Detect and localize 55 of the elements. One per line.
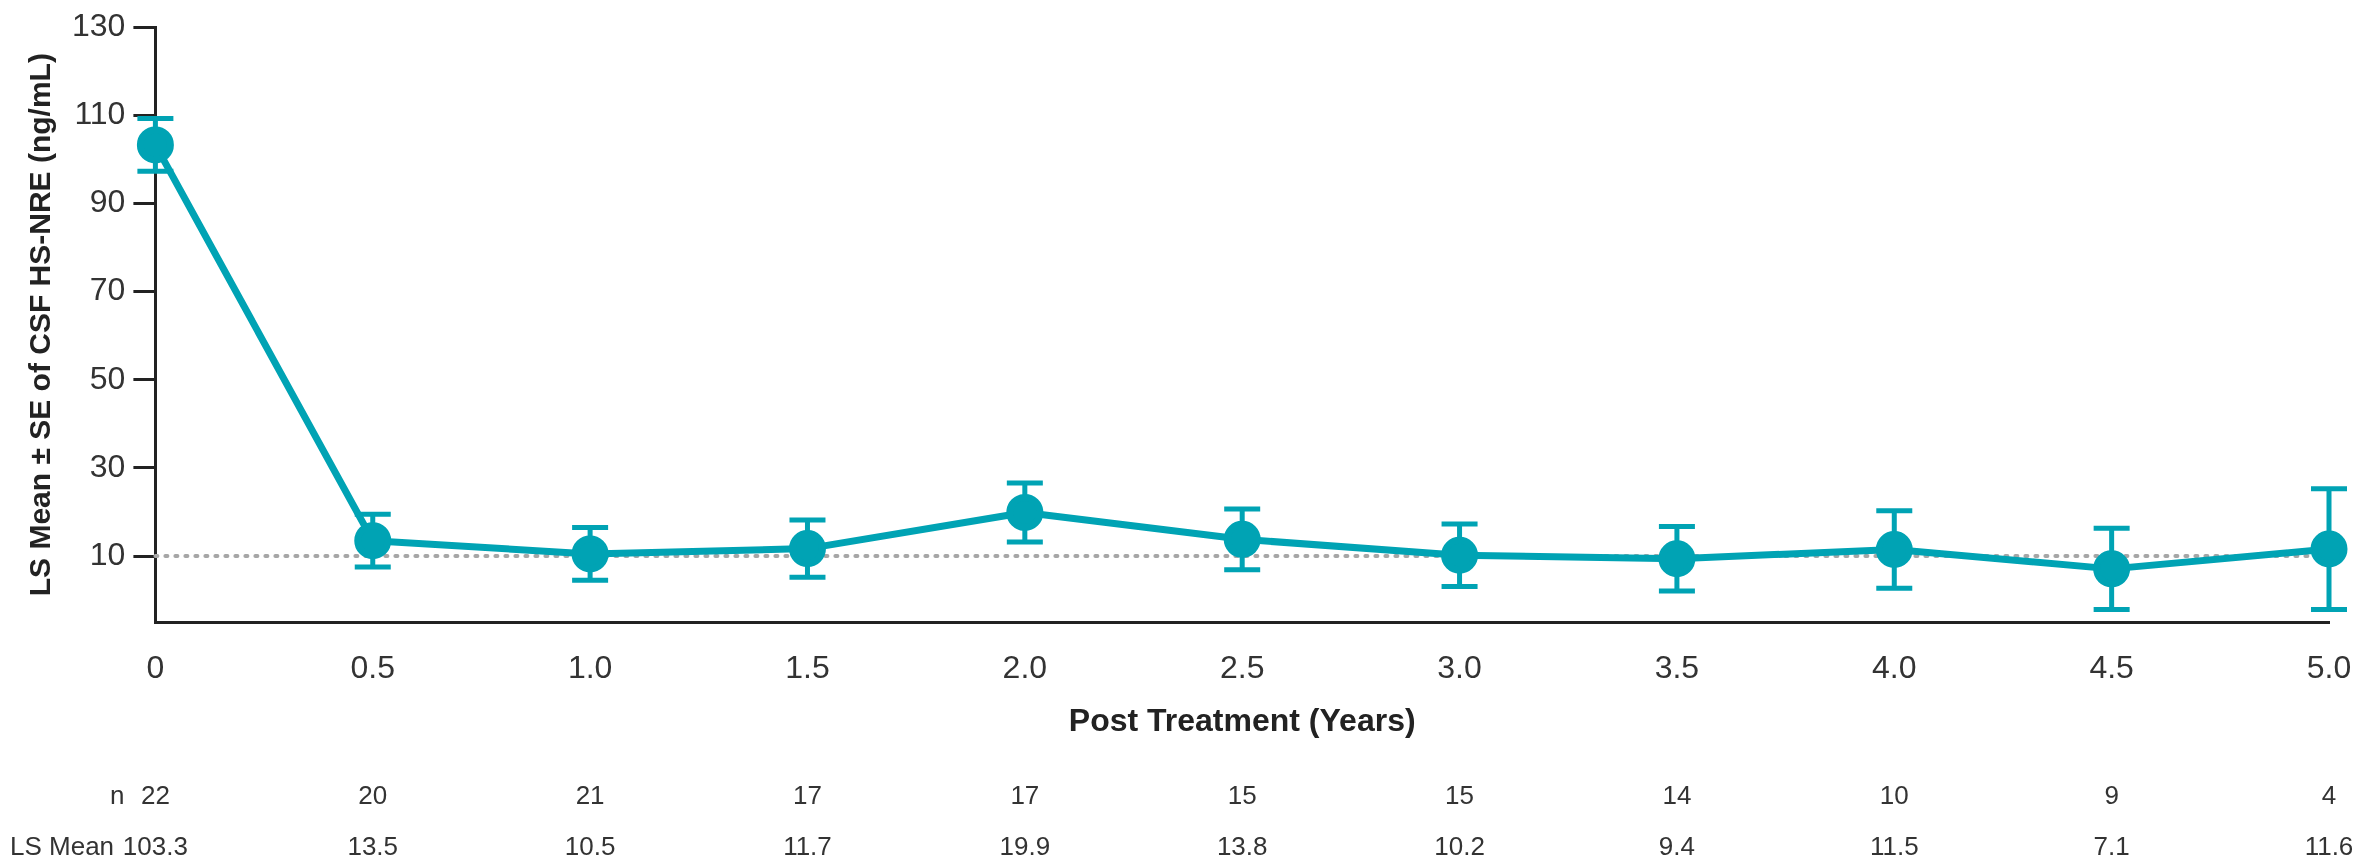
point bbox=[2310, 530, 2348, 568]
text: 22 bbox=[140, 780, 170, 811]
data-label: 103.3 bbox=[122, 831, 188, 862]
point bbox=[2093, 550, 2131, 588]
data-label: 11.5 bbox=[1869, 831, 1919, 862]
y-tick-label: 110 bbox=[74, 95, 126, 132]
y-tick-label: 70 bbox=[89, 271, 126, 308]
point bbox=[571, 535, 609, 573]
point bbox=[1223, 520, 1261, 558]
x-tick-label: 1.0 bbox=[567, 649, 613, 686]
point bbox=[1658, 540, 1696, 578]
y-tick-label: 30 bbox=[89, 447, 126, 484]
data-label: 7.1 bbox=[2093, 831, 2130, 862]
y-tick-label: 130 bbox=[72, 7, 126, 44]
y-tick-label: 90 bbox=[89, 183, 126, 220]
text: LS Mean bbox=[10, 831, 115, 862]
x-axis-title: Post Treatment (Years) bbox=[1068, 701, 1416, 738]
text: n bbox=[110, 780, 125, 811]
text: 10 bbox=[1879, 780, 1909, 811]
text: 17 bbox=[1010, 780, 1040, 811]
data-label: 13.8 bbox=[1216, 831, 1268, 862]
point bbox=[354, 522, 392, 560]
text: 21 bbox=[575, 780, 605, 811]
data-label: 11.7 bbox=[783, 831, 832, 862]
point bbox=[1006, 493, 1044, 531]
x-tick-label: 0 bbox=[146, 649, 165, 686]
data-label: 13.5 bbox=[347, 831, 399, 862]
x-tick-label: 4.0 bbox=[1872, 649, 1917, 686]
x-tick-label: 1.5 bbox=[785, 649, 830, 686]
y-tick-label: 10 bbox=[89, 535, 126, 572]
data-label: 10.5 bbox=[564, 831, 616, 862]
text: 4 bbox=[2321, 780, 2337, 811]
text: 9 bbox=[2104, 780, 2119, 811]
x-tick-label: 3.5 bbox=[1654, 649, 1700, 686]
text: 20 bbox=[358, 780, 388, 811]
text: 15 bbox=[1227, 780, 1257, 811]
x-tick-label: 2.0 bbox=[1002, 649, 1048, 686]
text: 15 bbox=[1445, 780, 1475, 811]
point bbox=[1441, 536, 1479, 574]
data-label: 9.4 bbox=[1658, 831, 1695, 862]
x-tick-label: 5.0 bbox=[2306, 649, 2352, 686]
data-label: 19.9 bbox=[999, 831, 1051, 862]
point bbox=[136, 126, 174, 164]
text: 17 bbox=[793, 780, 822, 811]
point bbox=[1875, 530, 1913, 568]
text: 14 bbox=[1662, 780, 1692, 811]
point bbox=[788, 530, 826, 568]
x-tick-label: 0.5 bbox=[350, 649, 395, 686]
y-tick-label: 50 bbox=[89, 359, 126, 396]
x-tick-label: 3.0 bbox=[1437, 649, 1482, 686]
y-axis-title: LS Mean ± SE of CSF HS-NRE (ng/mL) bbox=[23, 53, 57, 597]
data-label: 10.2 bbox=[1434, 831, 1485, 862]
x-tick-label: 4.5 bbox=[2089, 649, 2134, 686]
data-label: 11.6 bbox=[2304, 831, 2354, 862]
x-tick-label: 2.5 bbox=[1219, 649, 1265, 686]
